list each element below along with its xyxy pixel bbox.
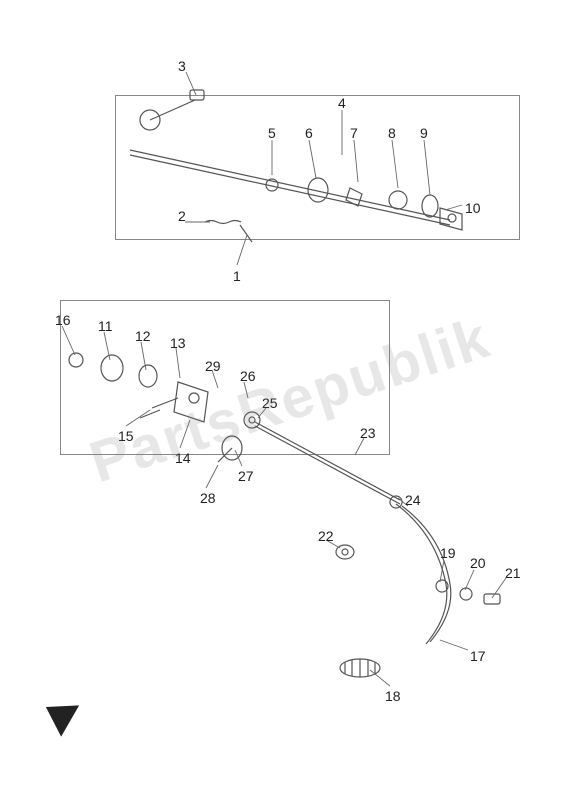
part-label-14: 14 bbox=[175, 450, 191, 466]
part-label-29: 29 bbox=[205, 358, 221, 374]
part-label-16: 16 bbox=[55, 312, 71, 328]
part-label-4: 4 bbox=[338, 95, 346, 111]
part-label-9: 9 bbox=[420, 125, 428, 141]
part-label-19: 19 bbox=[440, 545, 456, 561]
part-label-11: 11 bbox=[98, 318, 113, 334]
part-label-25: 25 bbox=[262, 395, 278, 411]
part-label-7: 7 bbox=[350, 125, 358, 141]
part-label-1: 1 bbox=[233, 268, 241, 284]
part-label-5: 5 bbox=[268, 125, 276, 141]
diagram-canvas: 1234567891011121314151617181920212223242… bbox=[0, 0, 579, 800]
part-label-8: 8 bbox=[388, 125, 396, 141]
part-label-10: 10 bbox=[465, 200, 481, 216]
part-label-18: 18 bbox=[385, 688, 401, 704]
part-label-22: 22 bbox=[318, 528, 334, 544]
part-label-3: 3 bbox=[178, 58, 186, 74]
part-label-15: 15 bbox=[118, 428, 134, 444]
part-label-20: 20 bbox=[470, 555, 486, 571]
part-label-27: 27 bbox=[238, 468, 254, 484]
part-label-28: 28 bbox=[200, 490, 216, 506]
parts-svg bbox=[0, 0, 579, 800]
part-label-12: 12 bbox=[135, 328, 151, 344]
part-label-6: 6 bbox=[305, 125, 313, 141]
part-label-26: 26 bbox=[240, 368, 256, 384]
part-label-23: 23 bbox=[360, 425, 376, 441]
part-label-17: 17 bbox=[470, 648, 486, 664]
part-label-2: 2 bbox=[178, 208, 186, 224]
part-label-24: 24 bbox=[405, 492, 421, 508]
part-label-21: 21 bbox=[505, 565, 521, 581]
part-label-13: 13 bbox=[170, 335, 186, 351]
